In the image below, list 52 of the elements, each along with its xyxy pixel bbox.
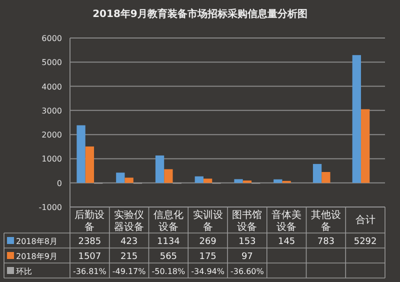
data-label: 97: [241, 252, 253, 262]
y-tick-label: 1000: [42, 154, 62, 164]
y-tick-label: 4000: [42, 82, 62, 92]
x-tick-label: 实训设备: [192, 209, 223, 233]
bar: [360, 109, 370, 183]
legend-label: 2018年9月: [16, 252, 58, 261]
y-tick-label: 6000: [42, 34, 62, 43]
x-tick-label: 实验仪器设备: [114, 209, 144, 233]
bar: [312, 164, 322, 183]
y-tick-label: 5000: [42, 58, 62, 68]
x-tick-label: 信息化设备: [153, 209, 184, 233]
data-label: 153: [238, 237, 256, 247]
y-tick-label: 3000: [42, 106, 62, 116]
bar: [203, 178, 212, 183]
bar: [124, 178, 134, 183]
legend-label: 环比: [16, 267, 32, 276]
y-tick-label: 0: [56, 178, 62, 188]
bar: [274, 179, 282, 183]
bar: [116, 172, 125, 183]
data-label: 1507: [78, 252, 102, 262]
bar: [352, 55, 361, 183]
data-label: 565: [160, 252, 178, 262]
data-label: -36.60%: [230, 267, 264, 276]
data-label: 269: [199, 237, 217, 247]
x-tick-label: 后勤设备: [74, 209, 105, 233]
data-label: 5292: [354, 237, 377, 247]
x-tick-label: 合计: [355, 214, 376, 226]
data-label: 423: [120, 237, 138, 247]
data-label: 215: [120, 252, 138, 262]
x-tick-label: 音体美设备: [272, 209, 302, 233]
data-label: -34.94%: [191, 267, 225, 276]
bar: [85, 146, 94, 183]
bar: [164, 169, 173, 183]
bar: [322, 172, 330, 183]
y-tick-label: 2000: [42, 130, 62, 140]
data-label: -49.17%: [112, 267, 146, 276]
x-tick-label: 其他设备: [310, 209, 341, 233]
chart-title: 2018年9月教育装备市场招标采购信息量分析图: [92, 8, 308, 20]
data-label: 2385: [78, 237, 102, 247]
data-label: -50.18%: [152, 267, 186, 276]
bar: [194, 176, 204, 183]
bar: [234, 179, 243, 183]
data-label: 1134: [156, 237, 180, 247]
bar: [155, 155, 164, 183]
data-label: 175: [199, 252, 216, 262]
data-label: 783: [317, 237, 335, 247]
y-tick-label: -1000: [38, 203, 62, 212]
x-tick-label: 图书馆设备: [232, 209, 262, 233]
legend-label: 2018年8月: [16, 237, 58, 246]
data-label: 145: [278, 237, 296, 247]
bar: [76, 125, 86, 183]
data-label: -36.81%: [72, 267, 107, 276]
